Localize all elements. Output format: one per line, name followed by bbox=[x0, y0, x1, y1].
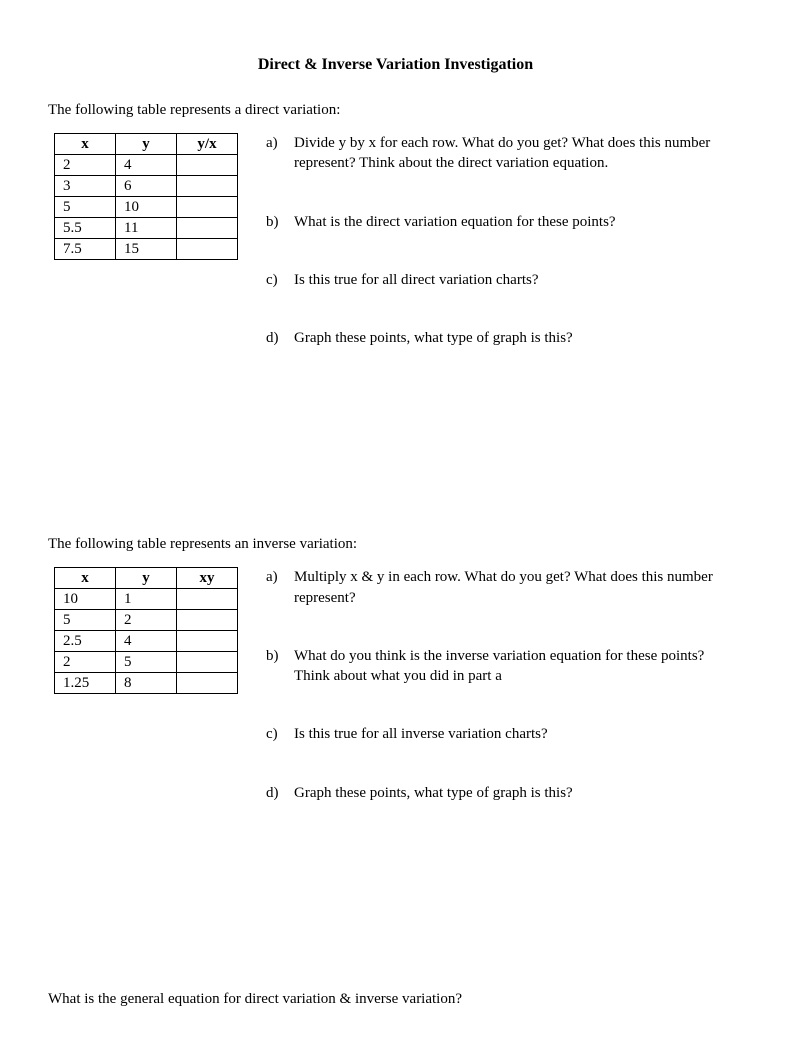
table-row: 2 5 bbox=[55, 652, 238, 673]
cell bbox=[177, 197, 238, 218]
question-text: Graph these points, what type of graph i… bbox=[294, 328, 743, 348]
cell bbox=[177, 589, 238, 610]
question-text: What do you think is the inverse variati… bbox=[294, 646, 743, 687]
question-c: c) Is this true for all direct variation… bbox=[266, 270, 743, 290]
section1-table-wrap: x y y/x 2 4 3 6 5 10 bbox=[54, 133, 238, 260]
cell: 1 bbox=[116, 589, 177, 610]
table-header-row: x y y/x bbox=[55, 134, 238, 155]
inverse-variation-table: x y xy 10 1 5 2 2.5 4 bbox=[54, 567, 238, 694]
col-header: x bbox=[55, 568, 116, 589]
col-header: y bbox=[116, 134, 177, 155]
direct-variation-table: x y y/x 2 4 3 6 5 10 bbox=[54, 133, 238, 260]
cell bbox=[177, 176, 238, 197]
cell bbox=[177, 218, 238, 239]
question-label: d) bbox=[266, 783, 284, 803]
col-header: x bbox=[55, 134, 116, 155]
spacer bbox=[48, 386, 743, 536]
worksheet-page: Direct & Inverse Variation Investigation… bbox=[0, 0, 791, 1048]
cell: 7.5 bbox=[55, 239, 116, 260]
cell bbox=[177, 610, 238, 631]
question-text: Graph these points, what type of graph i… bbox=[294, 783, 743, 803]
table-row: 3 6 bbox=[55, 176, 238, 197]
question-text: Is this true for all inverse variation c… bbox=[294, 724, 743, 744]
cell: 3 bbox=[55, 176, 116, 197]
section2-questions: a) Multiply x & y in each row. What do y… bbox=[266, 567, 743, 841]
cell: 5 bbox=[55, 197, 116, 218]
cell: 6 bbox=[116, 176, 177, 197]
table-row: 10 1 bbox=[55, 589, 238, 610]
section2: x y xy 10 1 5 2 2.5 4 bbox=[48, 567, 743, 841]
col-header: y/x bbox=[177, 134, 238, 155]
cell: 11 bbox=[116, 218, 177, 239]
section1: x y y/x 2 4 3 6 5 10 bbox=[48, 133, 743, 386]
question-a: a) Divide y by x for each row. What do y… bbox=[266, 133, 743, 174]
cell: 10 bbox=[116, 197, 177, 218]
cell: 4 bbox=[116, 631, 177, 652]
cell bbox=[177, 652, 238, 673]
spacer bbox=[48, 841, 743, 991]
cell: 2.5 bbox=[55, 631, 116, 652]
table-row: 5 2 bbox=[55, 610, 238, 631]
question-b: b) What is the direct variation equation… bbox=[266, 212, 743, 232]
cell: 4 bbox=[116, 155, 177, 176]
col-header: xy bbox=[177, 568, 238, 589]
cell bbox=[177, 239, 238, 260]
table-row: 5 10 bbox=[55, 197, 238, 218]
cell: 15 bbox=[116, 239, 177, 260]
cell: 2 bbox=[116, 610, 177, 631]
cell: 8 bbox=[116, 673, 177, 694]
cell: 2 bbox=[55, 155, 116, 176]
cell: 5.5 bbox=[55, 218, 116, 239]
cell bbox=[177, 155, 238, 176]
question-label: a) bbox=[266, 133, 284, 174]
table-row: 5.5 11 bbox=[55, 218, 238, 239]
table-header-row: x y xy bbox=[55, 568, 238, 589]
cell: 5 bbox=[55, 610, 116, 631]
question-text: What is the direct variation equation fo… bbox=[294, 212, 743, 232]
page-title: Direct & Inverse Variation Investigation bbox=[48, 56, 743, 74]
cell bbox=[177, 673, 238, 694]
question-d: d) Graph these points, what type of grap… bbox=[266, 328, 743, 348]
cell: 1.25 bbox=[55, 673, 116, 694]
section2-table-wrap: x y xy 10 1 5 2 2.5 4 bbox=[54, 567, 238, 694]
question-label: b) bbox=[266, 212, 284, 232]
question-a: a) Multiply x & y in each row. What do y… bbox=[266, 567, 743, 608]
col-header: y bbox=[116, 568, 177, 589]
cell: 2 bbox=[55, 652, 116, 673]
table-row: 7.5 15 bbox=[55, 239, 238, 260]
question-d: d) Graph these points, what type of grap… bbox=[266, 783, 743, 803]
cell: 10 bbox=[55, 589, 116, 610]
question-label: c) bbox=[266, 724, 284, 744]
section2-intro: The following table represents an invers… bbox=[48, 536, 743, 553]
question-c: c) Is this true for all inverse variatio… bbox=[266, 724, 743, 744]
table-row: 1.25 8 bbox=[55, 673, 238, 694]
table-row: 2 4 bbox=[55, 155, 238, 176]
question-b: b) What do you think is the inverse vari… bbox=[266, 646, 743, 687]
section1-questions: a) Divide y by x for each row. What do y… bbox=[266, 133, 743, 386]
question-label: c) bbox=[266, 270, 284, 290]
question-text: Divide y by x for each row. What do you … bbox=[294, 133, 743, 174]
cell bbox=[177, 631, 238, 652]
final-question: What is the general equation for direct … bbox=[48, 991, 743, 1008]
cell: 5 bbox=[116, 652, 177, 673]
question-label: d) bbox=[266, 328, 284, 348]
section1-intro: The following table represents a direct … bbox=[48, 102, 743, 119]
question-text: Is this true for all direct variation ch… bbox=[294, 270, 743, 290]
question-label: b) bbox=[266, 646, 284, 687]
question-label: a) bbox=[266, 567, 284, 608]
table-row: 2.5 4 bbox=[55, 631, 238, 652]
question-text: Multiply x & y in each row. What do you … bbox=[294, 567, 743, 608]
